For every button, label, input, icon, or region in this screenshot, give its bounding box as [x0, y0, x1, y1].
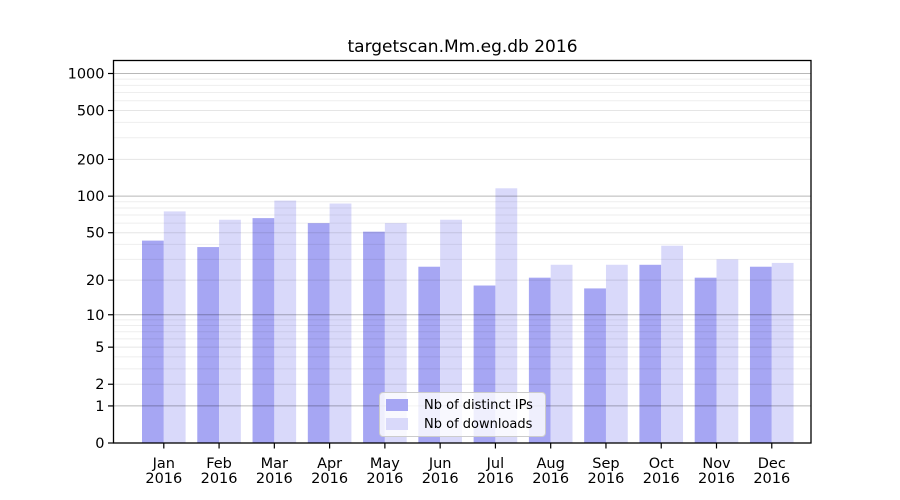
- legend-swatch-distinct-ips: [386, 399, 408, 411]
- x-tick-label-month: Aug: [537, 456, 565, 472]
- x-tick-label-year: 2016: [643, 471, 680, 487]
- chart-title: targetscan.Mm.eg.db 2016: [347, 37, 578, 57]
- x-tick-label-year: 2016: [588, 471, 625, 487]
- x-tick-label-month: Jun: [428, 456, 452, 472]
- y-tick-label: 100: [77, 189, 105, 205]
- x-tick-label-month: Jan: [152, 456, 175, 472]
- x-tick-label-month: Sep: [592, 456, 619, 472]
- bar-downloads-jan: [163, 211, 186, 443]
- y-tick-label: 0: [95, 436, 104, 452]
- plot-frame: [112, 59, 812, 444]
- bar-downloads-feb: [219, 219, 241, 443]
- bar-distinct-ips-jan: [142, 240, 164, 443]
- x-tick-label-month: May: [370, 456, 400, 472]
- bar-downloads-jun: [440, 219, 462, 443]
- bar-downloads-aug: [550, 264, 573, 443]
- x-tick-label-month: Nov: [702, 456, 731, 472]
- y-tick-label: 5: [95, 340, 104, 356]
- bar-downloads-oct: [661, 245, 684, 443]
- y-tick-label: 1: [95, 399, 104, 415]
- legend-label-distinct-ips: Nb of distinct IPs: [424, 397, 533, 413]
- x-tick-label-month: Jul: [486, 456, 505, 472]
- bar-downloads-jul: [495, 188, 518, 443]
- bar-downloads-sep: [605, 264, 628, 443]
- bar-downloads-mar: [274, 200, 297, 443]
- y-tick-label: 20: [86, 273, 104, 289]
- bar-distinct-ips-oct: [639, 264, 662, 443]
- x-tick-label-year: 2016: [256, 471, 293, 487]
- bar-distinct-ips-nov: [694, 277, 717, 443]
- legend-label-downloads: Nb of downloads: [424, 416, 533, 432]
- bar-downloads-nov: [716, 259, 739, 443]
- x-tick-label-month: Apr: [317, 456, 342, 472]
- x-tick-label-year: 2016: [201, 471, 238, 487]
- y-tick-label: 500: [77, 104, 105, 120]
- x-tick-label-month: Feb: [206, 456, 232, 472]
- x-tick-label-year: 2016: [422, 471, 459, 487]
- y-tick-label: 200: [77, 152, 105, 168]
- legend-swatch-downloads: [386, 418, 408, 430]
- legend-item-distinct-ips: Nb of distinct IPs: [386, 398, 539, 413]
- bar-downloads-may: [384, 223, 407, 443]
- x-tick-label-year: 2016: [698, 471, 735, 487]
- x-tick-label-year: 2016: [477, 471, 514, 487]
- x-tick-label-year: 2016: [753, 471, 790, 487]
- y-tick-label: 10: [86, 308, 104, 324]
- y-tick-label: 50: [86, 226, 104, 242]
- bar-distinct-ips-sep: [584, 288, 606, 443]
- bar-distinct-ips-may: [363, 231, 385, 443]
- bar-distinct-ips-dec: [749, 266, 772, 443]
- x-tick-label-month: Oct: [649, 456, 674, 472]
- x-tick-label-year: 2016: [311, 471, 348, 487]
- bar-distinct-ips-apr: [307, 223, 330, 443]
- x-tick-label-year: 2016: [532, 471, 569, 487]
- bar-downloads-dec: [771, 262, 794, 443]
- bar-distinct-ips-feb: [197, 247, 220, 443]
- bar-downloads-apr: [329, 203, 352, 443]
- bar-distinct-ips-mar: [252, 218, 275, 443]
- x-tick-label-year: 2016: [366, 471, 403, 487]
- y-tick-label: 1000: [68, 67, 105, 83]
- x-tick-label-month: Mar: [261, 456, 288, 472]
- y-tick-label: 2: [95, 377, 104, 393]
- legend-item-downloads: Nb of downloads: [386, 417, 539, 432]
- x-tick-label-month: Dec: [758, 456, 786, 472]
- x-tick-label-year: 2016: [145, 471, 182, 487]
- legend: Nb of distinct IPs Nb of downloads: [379, 392, 546, 437]
